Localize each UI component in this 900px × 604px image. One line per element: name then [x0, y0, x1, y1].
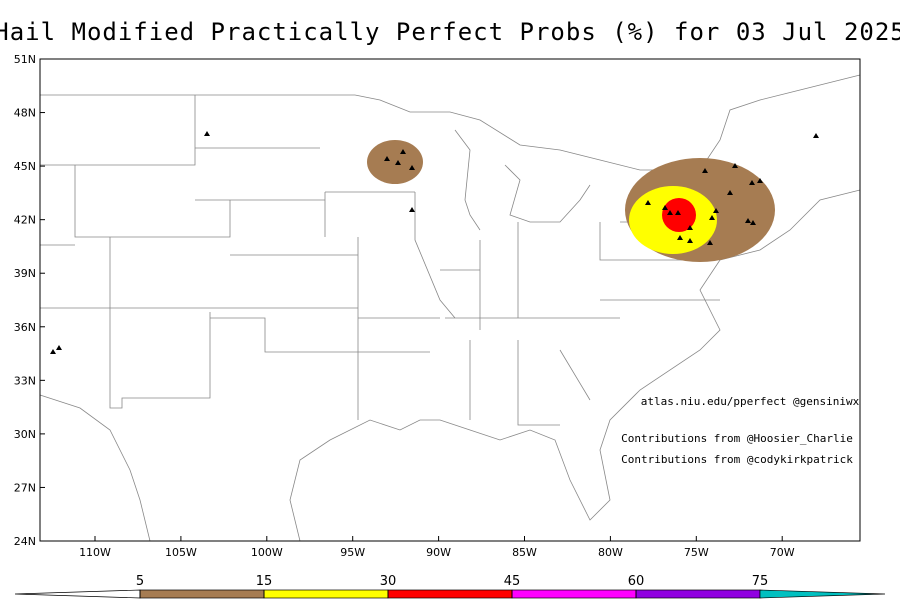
lon-label: 105W — [165, 546, 197, 559]
colorbar-segment — [635, 589, 761, 599]
axes: 51N 48N 45N 42N 39N 36N 33N 30N 27N 24N 110W 105W 10… — [14, 53, 795, 559]
contour-5 — [367, 140, 423, 184]
lon-label: 85W — [512, 546, 537, 559]
lat-label: 33N — [14, 374, 36, 387]
lon-label: 110W — [79, 546, 111, 559]
lat-label: 39N — [14, 267, 36, 280]
lon-label: 95W — [340, 546, 365, 559]
colorbar-segment — [511, 589, 637, 599]
probability-contours — [367, 140, 775, 262]
lon-label: 80W — [598, 546, 623, 559]
lat-label: 45N — [14, 160, 36, 173]
colorbar-label: 15 — [256, 574, 273, 589]
lat-label: 24N — [14, 535, 36, 548]
lat-label: 30N — [14, 428, 36, 441]
colorbar-label: 45 — [504, 574, 521, 589]
colorbar-segment — [387, 589, 513, 599]
credit: atlas.niu.edu/pperfect @gensiniwx — [641, 395, 860, 408]
lon-label: 70W — [770, 546, 795, 559]
lat-label: 48N — [14, 107, 36, 120]
lat-label: 42N — [14, 214, 36, 227]
colorbar-label: 30 — [380, 574, 397, 589]
colorbar: 5 15 30 45 60 75 — [14, 574, 886, 599]
lat-label: 36N — [14, 321, 36, 334]
basemap — [39, 74, 861, 542]
lon-label: 90W — [426, 546, 451, 559]
colorbar-segment — [139, 589, 265, 599]
colorbar-label: 60 — [628, 574, 645, 589]
map-frame — [39, 58, 861, 542]
colorbar-label: 5 — [136, 574, 144, 589]
colorbar-segment — [263, 589, 389, 599]
credit: Contributions from @codykirkpatrick — [621, 453, 853, 466]
colorbar-high — [759, 589, 886, 599]
lat-label: 51N — [14, 53, 36, 66]
credit: Contributions from @Hoosier_Charlie — [621, 432, 853, 445]
lon-label: 100W — [251, 546, 283, 559]
colorbar-label: 75 — [752, 574, 769, 589]
title: Hail Modified Practically Perfect Probs … — [0, 18, 900, 46]
lat-label: 27N — [14, 481, 36, 494]
lon-label: 75W — [684, 546, 709, 559]
